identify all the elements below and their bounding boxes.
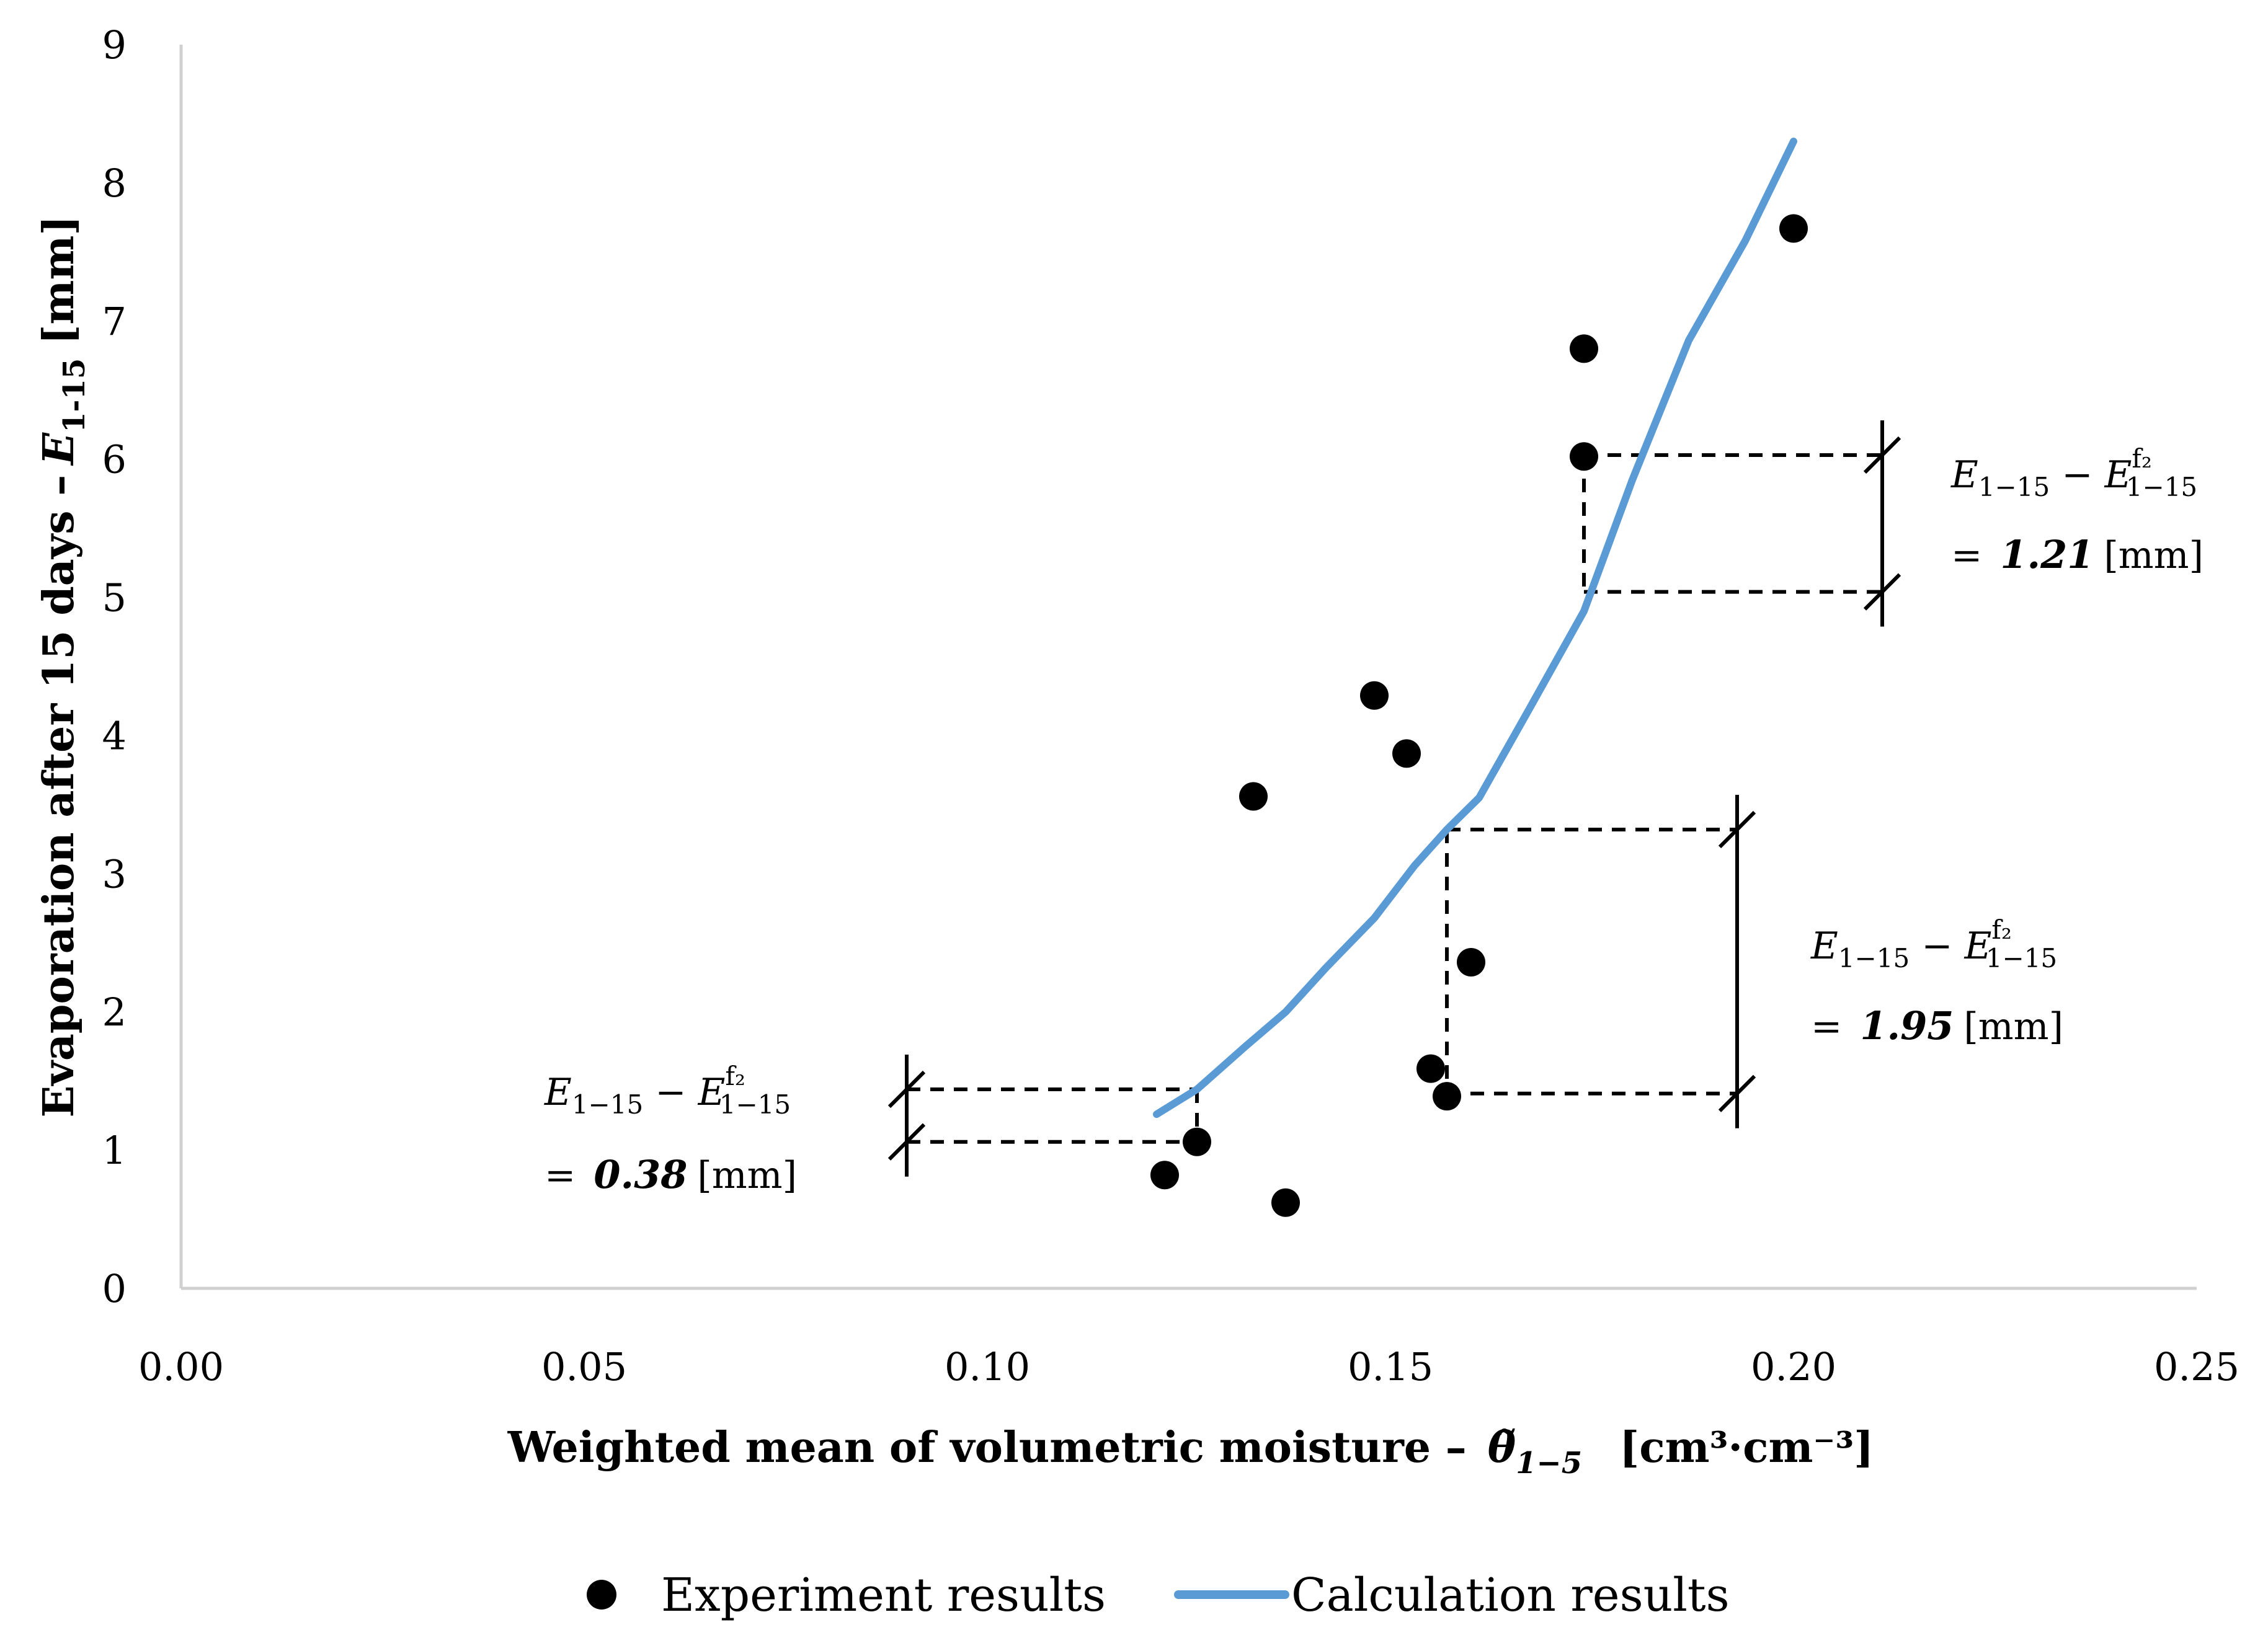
experiment-point: [1239, 782, 1268, 811]
annotation-label-3: E1−15 − Ef₂ 1−15 = 1.21 [mm]: [1950, 443, 2204, 577]
annotation-label-2: E1−15 − Ef₂ 1−15 = 1.95 [mm]: [1810, 914, 2063, 1048]
experiment-point: [1271, 1188, 1300, 1217]
annotation-tick-mark: [887, 1123, 926, 1161]
legend-label-experiment: Experiment results: [661, 1569, 1106, 1622]
annotation-tick-mark: [1863, 573, 1901, 611]
annotation-tick-mark: [1863, 436, 1901, 474]
experiment-point: [1392, 739, 1421, 768]
legend: Experiment results Calculation results: [587, 1569, 1730, 1622]
x-tick-label: 0.05: [541, 1344, 627, 1389]
y-axis-title: Evaporation after 15 days – E1-15 [mm]: [34, 216, 92, 1118]
svg-text:= 1.95[mm]: = 1.95 [mm]: [1811, 1003, 2063, 1048]
experiment-point: [1570, 334, 1598, 363]
y-tick-label: 6: [102, 437, 127, 482]
experiment-point: [1570, 442, 1598, 471]
experiment-point: [1360, 681, 1389, 710]
experiment-point: [1433, 1082, 1461, 1111]
legend-label-calculation: Calculation results: [1291, 1569, 1730, 1622]
y-axis-title-text: Evaporation after 15 days –: [34, 475, 84, 1118]
y-tick-label: 9: [102, 22, 127, 68]
svg-text:= 1.21[mm]: = 1.21 [mm]: [1951, 532, 2204, 577]
experiment-point: [1779, 214, 1808, 243]
y-tick-label: 4: [102, 713, 127, 758]
y-tick-label: 7: [102, 299, 127, 344]
annotation-bracket: [1582, 420, 1901, 627]
annotation-bracket: [887, 1055, 1199, 1177]
x-axis-title: Weighted mean of volumetric moisture – θ̃…: [507, 1423, 1874, 1481]
calculation-line-series: [1153, 138, 1797, 1118]
x-axis-title-text: Weighted mean of volumetric moisture –: [507, 1423, 1467, 1472]
annotation-tick-mark: [1718, 1074, 1756, 1112]
x-tick-label: 0.00: [138, 1344, 224, 1389]
annotation-bracket: [1445, 795, 1756, 1128]
x-axis-unit: [cm³·cm⁻³]: [1619, 1423, 1874, 1472]
y-tick-label: 5: [102, 575, 127, 621]
annotations: [887, 420, 1901, 1177]
x-tick-label: 0.20: [1751, 1344, 1836, 1389]
y-axis-symbol: E: [34, 432, 84, 466]
x-axis-symbol-sub: 1−5: [1516, 1446, 1582, 1481]
experiment-points-series: [1150, 214, 1808, 1217]
experiment-point: [1416, 1054, 1445, 1083]
experiment-point: [1183, 1127, 1211, 1156]
x-tick-labels: 0.00 0.05 0.10 0.15 0.20 0.25: [138, 1344, 2239, 1389]
x-tick-label: 0.10: [945, 1344, 1030, 1389]
calculation-line: [1153, 138, 1797, 1118]
annotation-tick-mark: [887, 1070, 926, 1109]
y-axis-symbol-sub: 1-15: [57, 358, 92, 433]
y-axis-unit: [mm]: [34, 216, 84, 345]
x-axis-symbol: θ̃: [1488, 1423, 1516, 1472]
x-tick-label: 0.15: [1348, 1344, 1433, 1389]
x-tick-label: 0.25: [2154, 1344, 2239, 1389]
y-tick-label: 1: [102, 1128, 127, 1173]
annotation-tick-mark: [1718, 810, 1756, 849]
y-tick-label: 2: [102, 990, 127, 1035]
y-tick-label: 8: [102, 161, 127, 206]
annotation-label-1: E1−15 − Ef₂ 1−15 = 0.38 [mm]: [544, 1061, 797, 1197]
experiment-point: [1150, 1161, 1179, 1190]
legend-marker-experiment: [587, 1580, 616, 1610]
svg-text:= 0.38[mm]: = 0.38 [mm]: [545, 1152, 797, 1197]
experiment-point: [1457, 947, 1485, 976]
y-tick-labels: 0 1 2 3 4 5 6 7 8 9: [102, 22, 127, 1311]
y-tick-label: 3: [102, 851, 127, 897]
y-tick-label: 0: [102, 1266, 127, 1311]
